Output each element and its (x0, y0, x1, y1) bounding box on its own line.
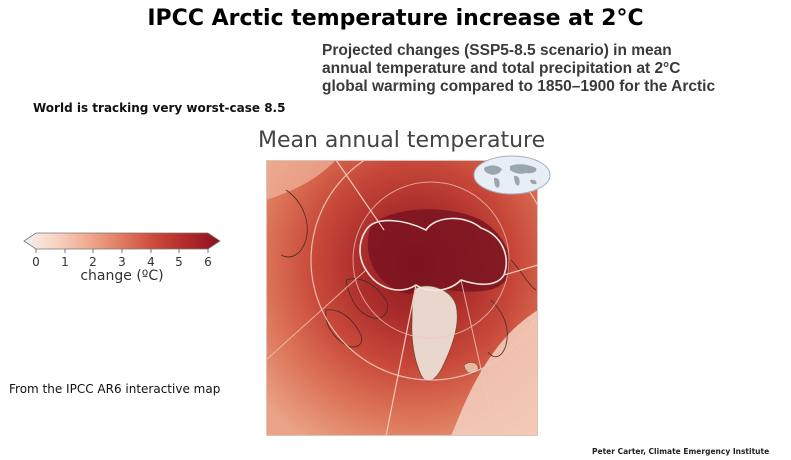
legend-bar (23, 232, 221, 250)
legend-label: change (ºC) (80, 268, 164, 284)
legend-tick: 2 (89, 255, 97, 268)
legend-tick: 5 (175, 255, 183, 268)
slide-subtitle: Projected changes (SSP5-8.5 scenario) in… (322, 42, 716, 95)
temperature-legend: 0 1 2 3 4 5 6 change (ºC) (22, 228, 227, 290)
arctic-temperature-map (266, 160, 538, 436)
tracking-note: World is tracking very worst-case 8.5 (33, 101, 286, 115)
map-title: Mean annual temperature (258, 128, 546, 153)
world-map-inset-icon (473, 155, 551, 195)
credit-line: Peter Carter, Climate Emergency Institut… (592, 447, 770, 456)
slide-title: IPCC Arctic temperature increase at 2°C (147, 6, 644, 31)
arctic-ocean-region-outline (359, 217, 508, 292)
legend-tick: 0 (32, 255, 40, 268)
legend-tick: 1 (61, 255, 69, 268)
legend-tick: 4 (147, 255, 155, 268)
legend-colorbar: 0 1 2 3 4 5 6 (23, 232, 221, 269)
source-note: From the IPCC AR6 interactive map (9, 382, 221, 396)
legend-tick: 6 (204, 255, 212, 268)
arctic-ocean-hotspot (367, 209, 510, 295)
legend-tick: 3 (118, 255, 126, 268)
